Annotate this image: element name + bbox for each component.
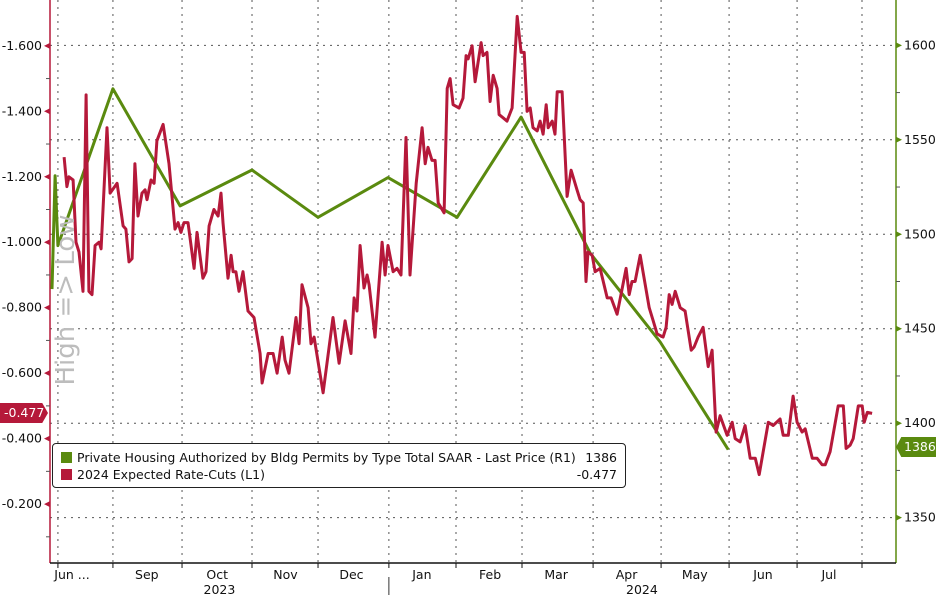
x-tick-label: Oct xyxy=(206,567,228,582)
left-tick-label: -1.200 xyxy=(2,169,42,184)
legend-value: -0.477 xyxy=(576,467,617,482)
right-tick-mark xyxy=(896,325,902,332)
left-tick-label: -0.200 xyxy=(2,496,42,511)
x-tick-label: Mar xyxy=(544,567,568,582)
right-tick-label: 1500 xyxy=(904,226,936,241)
left-tick-label: -1.600 xyxy=(2,38,42,53)
left-tick-mark xyxy=(44,173,50,180)
right-tick-mark xyxy=(896,420,902,427)
legend-item-rate-cuts: 2024 Expected Rate-Cuts (L1) -0.477 xyxy=(61,466,617,483)
left-tick-mark xyxy=(44,370,50,377)
legend: Private Housing Authorized by Bldg Permi… xyxy=(52,443,626,488)
left-tick-mark xyxy=(44,435,50,442)
right-tick-mark xyxy=(896,514,902,521)
left-tick-label: -0.600 xyxy=(2,365,42,380)
last-value-tag-housing-permits: 1386 xyxy=(896,437,936,457)
right-tick-mark xyxy=(896,231,902,238)
series-lines xyxy=(50,14,873,477)
left-tick-mark xyxy=(44,501,50,508)
left-tick-label: -1.000 xyxy=(2,234,42,249)
x-tick-label: Jan xyxy=(411,567,431,582)
left-tick-mark xyxy=(44,108,50,115)
x-tick-label: Dec xyxy=(339,567,363,582)
x-tick-label: Jun xyxy=(752,567,773,582)
right-tick-label: 1450 xyxy=(904,321,936,336)
rate-cuts-line xyxy=(62,14,873,477)
x-tick-label: Apr xyxy=(616,567,638,582)
x-tick-label: Feb xyxy=(479,567,501,582)
x-tick-label: Jul xyxy=(820,567,836,582)
legend-swatch-red xyxy=(61,469,72,480)
last-value-tag-rate-cuts: -0.477 xyxy=(0,403,48,423)
x-tick-label: Jun ... xyxy=(53,567,89,582)
year-label: 2024 xyxy=(626,582,658,595)
left-tick-label: -0.800 xyxy=(2,300,42,315)
high-low-side-label: High => Low xyxy=(51,214,81,385)
left-tick-mark xyxy=(44,42,50,49)
legend-swatch-green xyxy=(61,452,72,463)
legend-label: Private Housing Authorized by Bldg Permi… xyxy=(77,450,576,465)
right-tick-label: 1400 xyxy=(904,415,936,430)
x-tick-label: Sep xyxy=(135,567,159,582)
legend-item-housing-permits: Private Housing Authorized by Bldg Permi… xyxy=(61,449,617,466)
left-tick-label: -1.400 xyxy=(2,103,42,118)
right-tick-label: 1600 xyxy=(904,37,936,52)
left-tick-mark xyxy=(44,304,50,311)
legend-value: 1386 xyxy=(585,450,617,465)
right-tick-label: 1350 xyxy=(904,510,936,525)
right-tick-mark xyxy=(896,136,902,143)
right-tick-mark xyxy=(896,42,902,49)
legend-label: 2024 Expected Rate-Cuts (L1) xyxy=(77,467,265,482)
x-tick-label: May xyxy=(682,567,708,582)
x-tick-label: Nov xyxy=(273,567,298,582)
right-tick-label: 1550 xyxy=(904,132,936,147)
left-tick-mark xyxy=(44,239,50,246)
left-tick-label: -0.400 xyxy=(2,431,42,446)
year-label: 2023 xyxy=(204,582,236,595)
